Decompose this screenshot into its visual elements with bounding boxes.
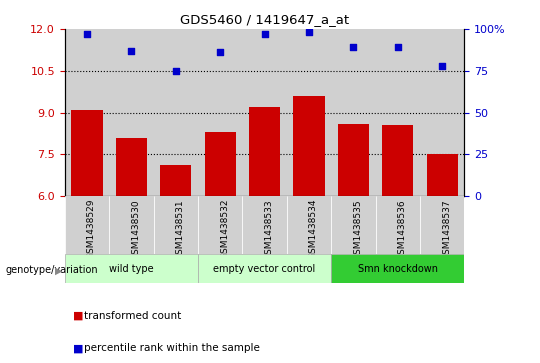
Text: transformed count: transformed count	[84, 311, 181, 321]
Text: genotype/variation: genotype/variation	[5, 265, 98, 276]
Text: GSM1438531: GSM1438531	[176, 199, 185, 260]
Text: percentile rank within the sample: percentile rank within the sample	[84, 343, 260, 354]
Title: GDS5460 / 1419647_a_at: GDS5460 / 1419647_a_at	[180, 13, 349, 26]
Bar	[116, 138, 147, 196]
Bar	[65, 29, 109, 196]
Bar	[427, 154, 458, 196]
Text: GSM1438537: GSM1438537	[442, 199, 451, 260]
Point	[216, 49, 225, 55]
Text: ▶: ▶	[55, 265, 62, 276]
Text: ■: ■	[73, 311, 83, 321]
Text: GSM1438530: GSM1438530	[131, 199, 140, 260]
Bar	[160, 166, 191, 196]
Point	[172, 68, 180, 74]
Text: empty vector control: empty vector control	[213, 264, 316, 274]
Point	[438, 63, 447, 69]
Text: wild type: wild type	[109, 264, 154, 274]
Text: GSM1438533: GSM1438533	[265, 199, 274, 260]
Text: GSM1438534: GSM1438534	[309, 199, 318, 260]
Point	[260, 31, 269, 37]
Bar	[109, 29, 153, 196]
Point	[83, 31, 91, 37]
Bar	[109, 196, 153, 254]
Bar	[331, 196, 376, 254]
Bar	[293, 96, 325, 196]
Bar	[249, 107, 280, 196]
Text: GSM1438536: GSM1438536	[398, 199, 407, 260]
Bar	[153, 29, 198, 196]
Text: Smn knockdown: Smn knockdown	[358, 264, 438, 274]
Bar	[287, 196, 331, 254]
Bar	[205, 132, 236, 196]
Bar	[198, 29, 242, 196]
Bar	[382, 125, 413, 196]
Bar	[287, 29, 331, 196]
Text: GSM1438535: GSM1438535	[353, 199, 362, 260]
Bar	[331, 29, 376, 196]
Bar	[198, 254, 331, 283]
Point	[305, 29, 313, 35]
Bar	[71, 110, 103, 196]
Bar	[331, 254, 464, 283]
Point	[349, 45, 357, 50]
Point	[394, 45, 402, 50]
Bar	[338, 124, 369, 196]
Bar	[153, 196, 198, 254]
Bar	[198, 196, 242, 254]
Bar	[420, 29, 464, 196]
Bar	[420, 196, 464, 254]
Text: GSM1438529: GSM1438529	[87, 199, 96, 260]
Bar	[242, 196, 287, 254]
Bar	[65, 196, 109, 254]
Bar	[376, 196, 420, 254]
Bar	[242, 29, 287, 196]
Text: ■: ■	[73, 343, 83, 354]
Bar	[65, 254, 198, 283]
Point	[127, 48, 136, 54]
Bar	[376, 29, 420, 196]
Text: GSM1438532: GSM1438532	[220, 199, 229, 260]
